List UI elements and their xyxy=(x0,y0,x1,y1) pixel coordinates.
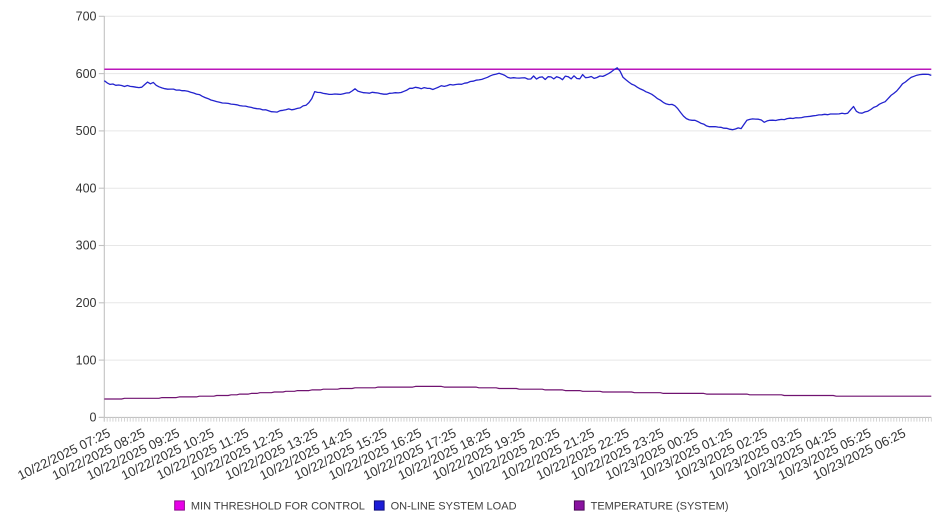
svg-text:600: 600 xyxy=(76,67,97,81)
svg-text:MIN THRESHOLD FOR CONTROL: MIN THRESHOLD FOR CONTROL xyxy=(191,500,365,512)
svg-text:700: 700 xyxy=(76,10,97,24)
svg-text:0: 0 xyxy=(90,411,97,425)
svg-text:200: 200 xyxy=(76,296,97,310)
svg-text:TEMPERATURE (SYSTEM): TEMPERATURE (SYSTEM) xyxy=(591,500,729,512)
svg-text:500: 500 xyxy=(76,124,97,138)
svg-text:100: 100 xyxy=(76,353,97,367)
svg-text:400: 400 xyxy=(76,181,97,195)
svg-text:300: 300 xyxy=(76,239,97,253)
svg-text:ON-LINE SYSTEM LOAD: ON-LINE SYSTEM LOAD xyxy=(391,500,517,512)
